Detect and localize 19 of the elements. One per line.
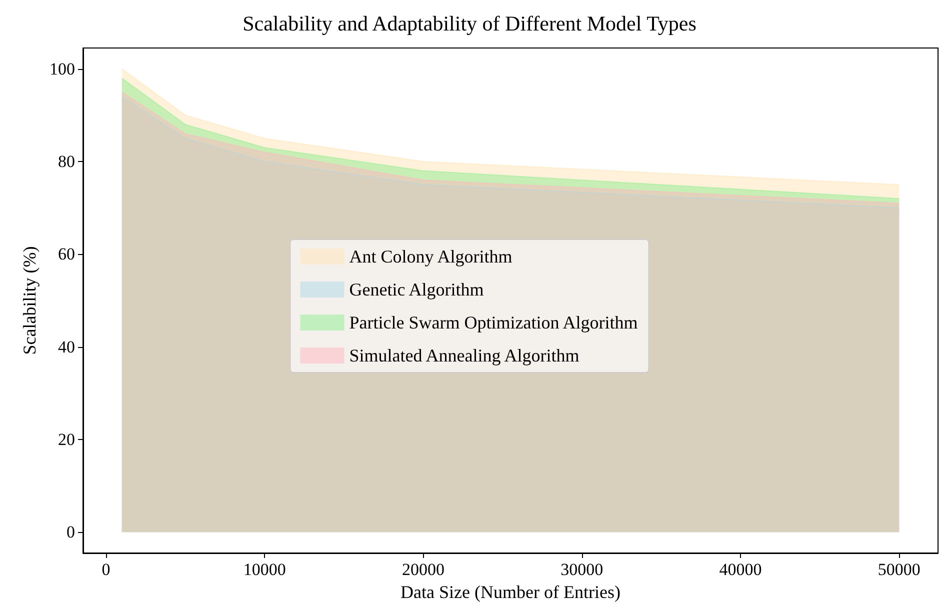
y-tick-label: 80: [58, 152, 75, 172]
legend-label: Ant Colony Algorithm: [349, 246, 512, 266]
chart-title: Scalability and Adaptability of Different Model Types: [242, 12, 696, 36]
y-tick-label: 0: [66, 522, 75, 542]
y-tick-label: 20: [58, 430, 75, 449]
y-axis-title: Scalability (%): [20, 246, 40, 355]
x-tick-label: 30000: [560, 560, 604, 579]
y-tick-label: 100: [50, 59, 75, 78]
x-axis-title: Data Size (Number of Entries): [400, 582, 620, 602]
y-tick-label: 40: [58, 337, 75, 356]
y-tick-label: 60: [58, 244, 75, 264]
x-tick-label: 50000: [878, 560, 920, 579]
x-tick-label: 20000: [402, 560, 445, 579]
legend-label: Particle Swarm Optimization Algorithm: [349, 312, 638, 332]
legend-label: Genetic Algorithm: [349, 280, 484, 300]
legend-label: Simulated Annealing Algorithm: [349, 346, 580, 366]
x-tick-label: 40000: [719, 560, 762, 579]
x-tick-label: 10000: [243, 560, 286, 579]
x-tick-label: 0: [102, 560, 110, 579]
